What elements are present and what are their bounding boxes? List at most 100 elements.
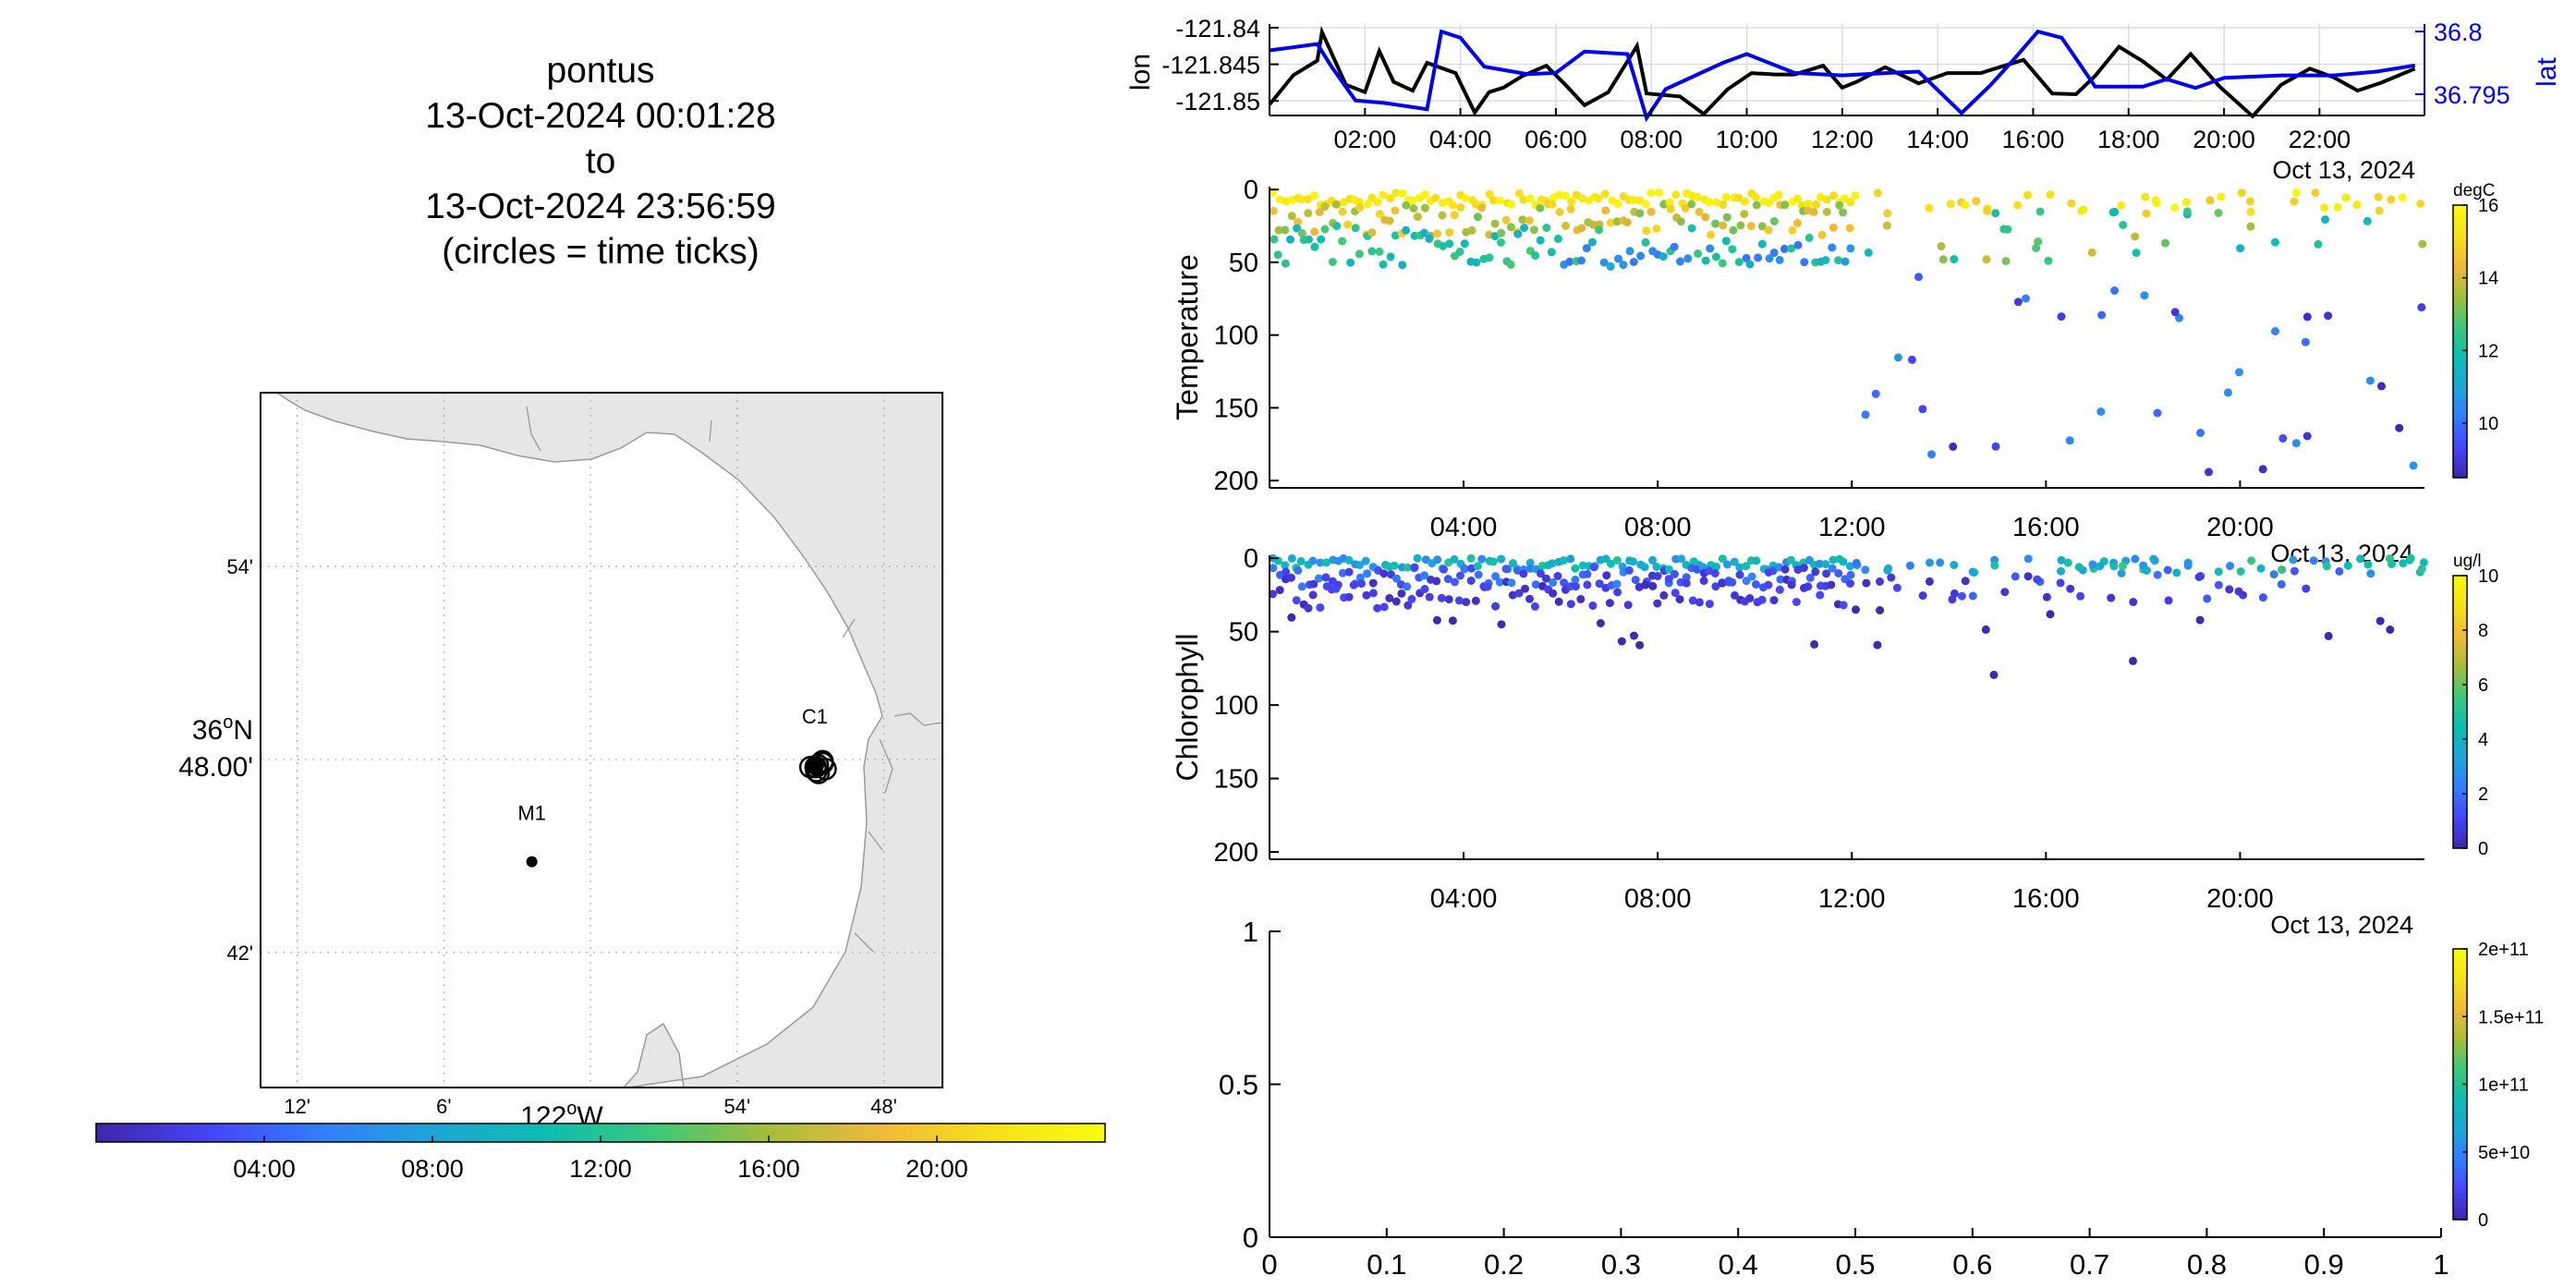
data-point bbox=[1852, 605, 1860, 614]
data-point bbox=[1846, 579, 1854, 588]
data-point bbox=[1612, 217, 1622, 226]
data-point bbox=[1456, 203, 1465, 212]
data-point bbox=[1816, 590, 1825, 600]
data-point bbox=[1309, 191, 1318, 200]
data-point bbox=[1961, 200, 1970, 210]
data-point bbox=[1501, 565, 1511, 574]
data-point bbox=[2182, 207, 2192, 216]
data-point bbox=[1670, 569, 1679, 578]
data-point bbox=[1925, 577, 1934, 586]
y-tick-label: 150 bbox=[1214, 394, 1258, 423]
data-point bbox=[1816, 192, 1825, 201]
land-area bbox=[274, 392, 943, 1088]
data-point bbox=[1705, 600, 1714, 609]
colorbar-tick-label: 2 bbox=[2478, 784, 2488, 805]
river-line bbox=[854, 932, 874, 953]
data-point bbox=[2077, 206, 2086, 215]
data-point bbox=[1845, 562, 1854, 571]
data-point bbox=[1310, 242, 1319, 251]
data-point bbox=[2000, 588, 2010, 597]
data-point bbox=[2236, 567, 2245, 576]
y-tick-label: 0 bbox=[1244, 176, 1258, 205]
data-point bbox=[1834, 569, 1843, 577]
data-point bbox=[1606, 261, 1615, 271]
data-point bbox=[2406, 553, 2415, 563]
data-point bbox=[2324, 311, 2333, 321]
data-point bbox=[1925, 203, 1934, 213]
data-point bbox=[1694, 192, 1702, 201]
data-point bbox=[1861, 565, 1870, 575]
data-point bbox=[2386, 626, 2395, 634]
data-point bbox=[1555, 190, 1564, 200]
data-point bbox=[2151, 196, 2160, 205]
data-point bbox=[1636, 251, 1646, 261]
data-point bbox=[2023, 190, 2032, 200]
data-point bbox=[2057, 312, 2066, 322]
data-point bbox=[1328, 258, 1337, 266]
data-point bbox=[1297, 195, 1306, 203]
data-point bbox=[1506, 260, 1515, 269]
data-point bbox=[1403, 563, 1412, 572]
data-point bbox=[1780, 200, 1790, 210]
data-point bbox=[1438, 199, 1447, 208]
data-point bbox=[2290, 197, 2299, 206]
data-point bbox=[1275, 586, 1284, 595]
data-point bbox=[1513, 229, 1523, 238]
data-point bbox=[2119, 221, 2128, 229]
data-point bbox=[2409, 461, 2418, 470]
data-point bbox=[1379, 602, 1389, 612]
data-point bbox=[1320, 225, 1330, 234]
data-point bbox=[1968, 567, 1977, 577]
data-point bbox=[1466, 577, 1476, 585]
data-point bbox=[1827, 580, 1836, 589]
data-point bbox=[1501, 215, 1511, 225]
data-point bbox=[1420, 203, 1429, 213]
data-point bbox=[1811, 567, 1820, 577]
time-colorbar-tick-label: 12:00 bbox=[569, 1155, 632, 1183]
data-point bbox=[1281, 561, 1290, 570]
empty-x-tick-label: 0.9 bbox=[2304, 1248, 2344, 1281]
data-point bbox=[1460, 239, 1469, 249]
track-map: 12' 6' 54' 48'42'54'36oN48.00'122oWM1C104:0… bbox=[95, 392, 1106, 1183]
data-point bbox=[2258, 593, 2267, 602]
data-point bbox=[1722, 213, 1732, 222]
data-point bbox=[1914, 273, 1923, 282]
data-point bbox=[1641, 200, 1650, 209]
data-point bbox=[1612, 579, 1622, 589]
data-point bbox=[1600, 189, 1610, 199]
data-point bbox=[2035, 207, 2045, 216]
data-point bbox=[2235, 368, 2243, 377]
data-point bbox=[1629, 557, 1637, 566]
data-point bbox=[1403, 601, 1413, 610]
data-point bbox=[1787, 244, 1796, 253]
data-point bbox=[1471, 596, 1480, 605]
data-point bbox=[1787, 580, 1796, 589]
date-label: Oct 13, 2024 bbox=[2270, 911, 2413, 939]
data-point bbox=[1553, 572, 1562, 580]
data-point bbox=[1742, 562, 1751, 571]
data-point bbox=[1695, 598, 1704, 607]
data-point bbox=[1403, 582, 1412, 591]
y-tick-label: 50 bbox=[1229, 618, 1258, 648]
data-point bbox=[1606, 218, 1615, 227]
data-point bbox=[1589, 563, 1598, 572]
data-point bbox=[1641, 580, 1650, 589]
data-point bbox=[1829, 191, 1839, 200]
data-point bbox=[1949, 442, 1958, 451]
data-point bbox=[1642, 226, 1651, 236]
data-point bbox=[1793, 240, 1803, 249]
x-tick-label: 12:00 bbox=[1818, 513, 1886, 542]
data-point bbox=[1991, 442, 2000, 451]
data-point bbox=[1398, 188, 1407, 198]
data-point bbox=[1269, 206, 1278, 215]
data-point bbox=[1531, 251, 1540, 261]
station-label: C1 bbox=[802, 705, 828, 728]
data-point bbox=[2033, 575, 2042, 584]
data-point bbox=[1828, 564, 1837, 573]
data-point bbox=[1317, 235, 1326, 244]
data-point bbox=[1273, 250, 1282, 260]
data-point bbox=[1542, 574, 1550, 583]
data-point bbox=[2063, 558, 2072, 567]
data-point bbox=[1308, 590, 1318, 600]
